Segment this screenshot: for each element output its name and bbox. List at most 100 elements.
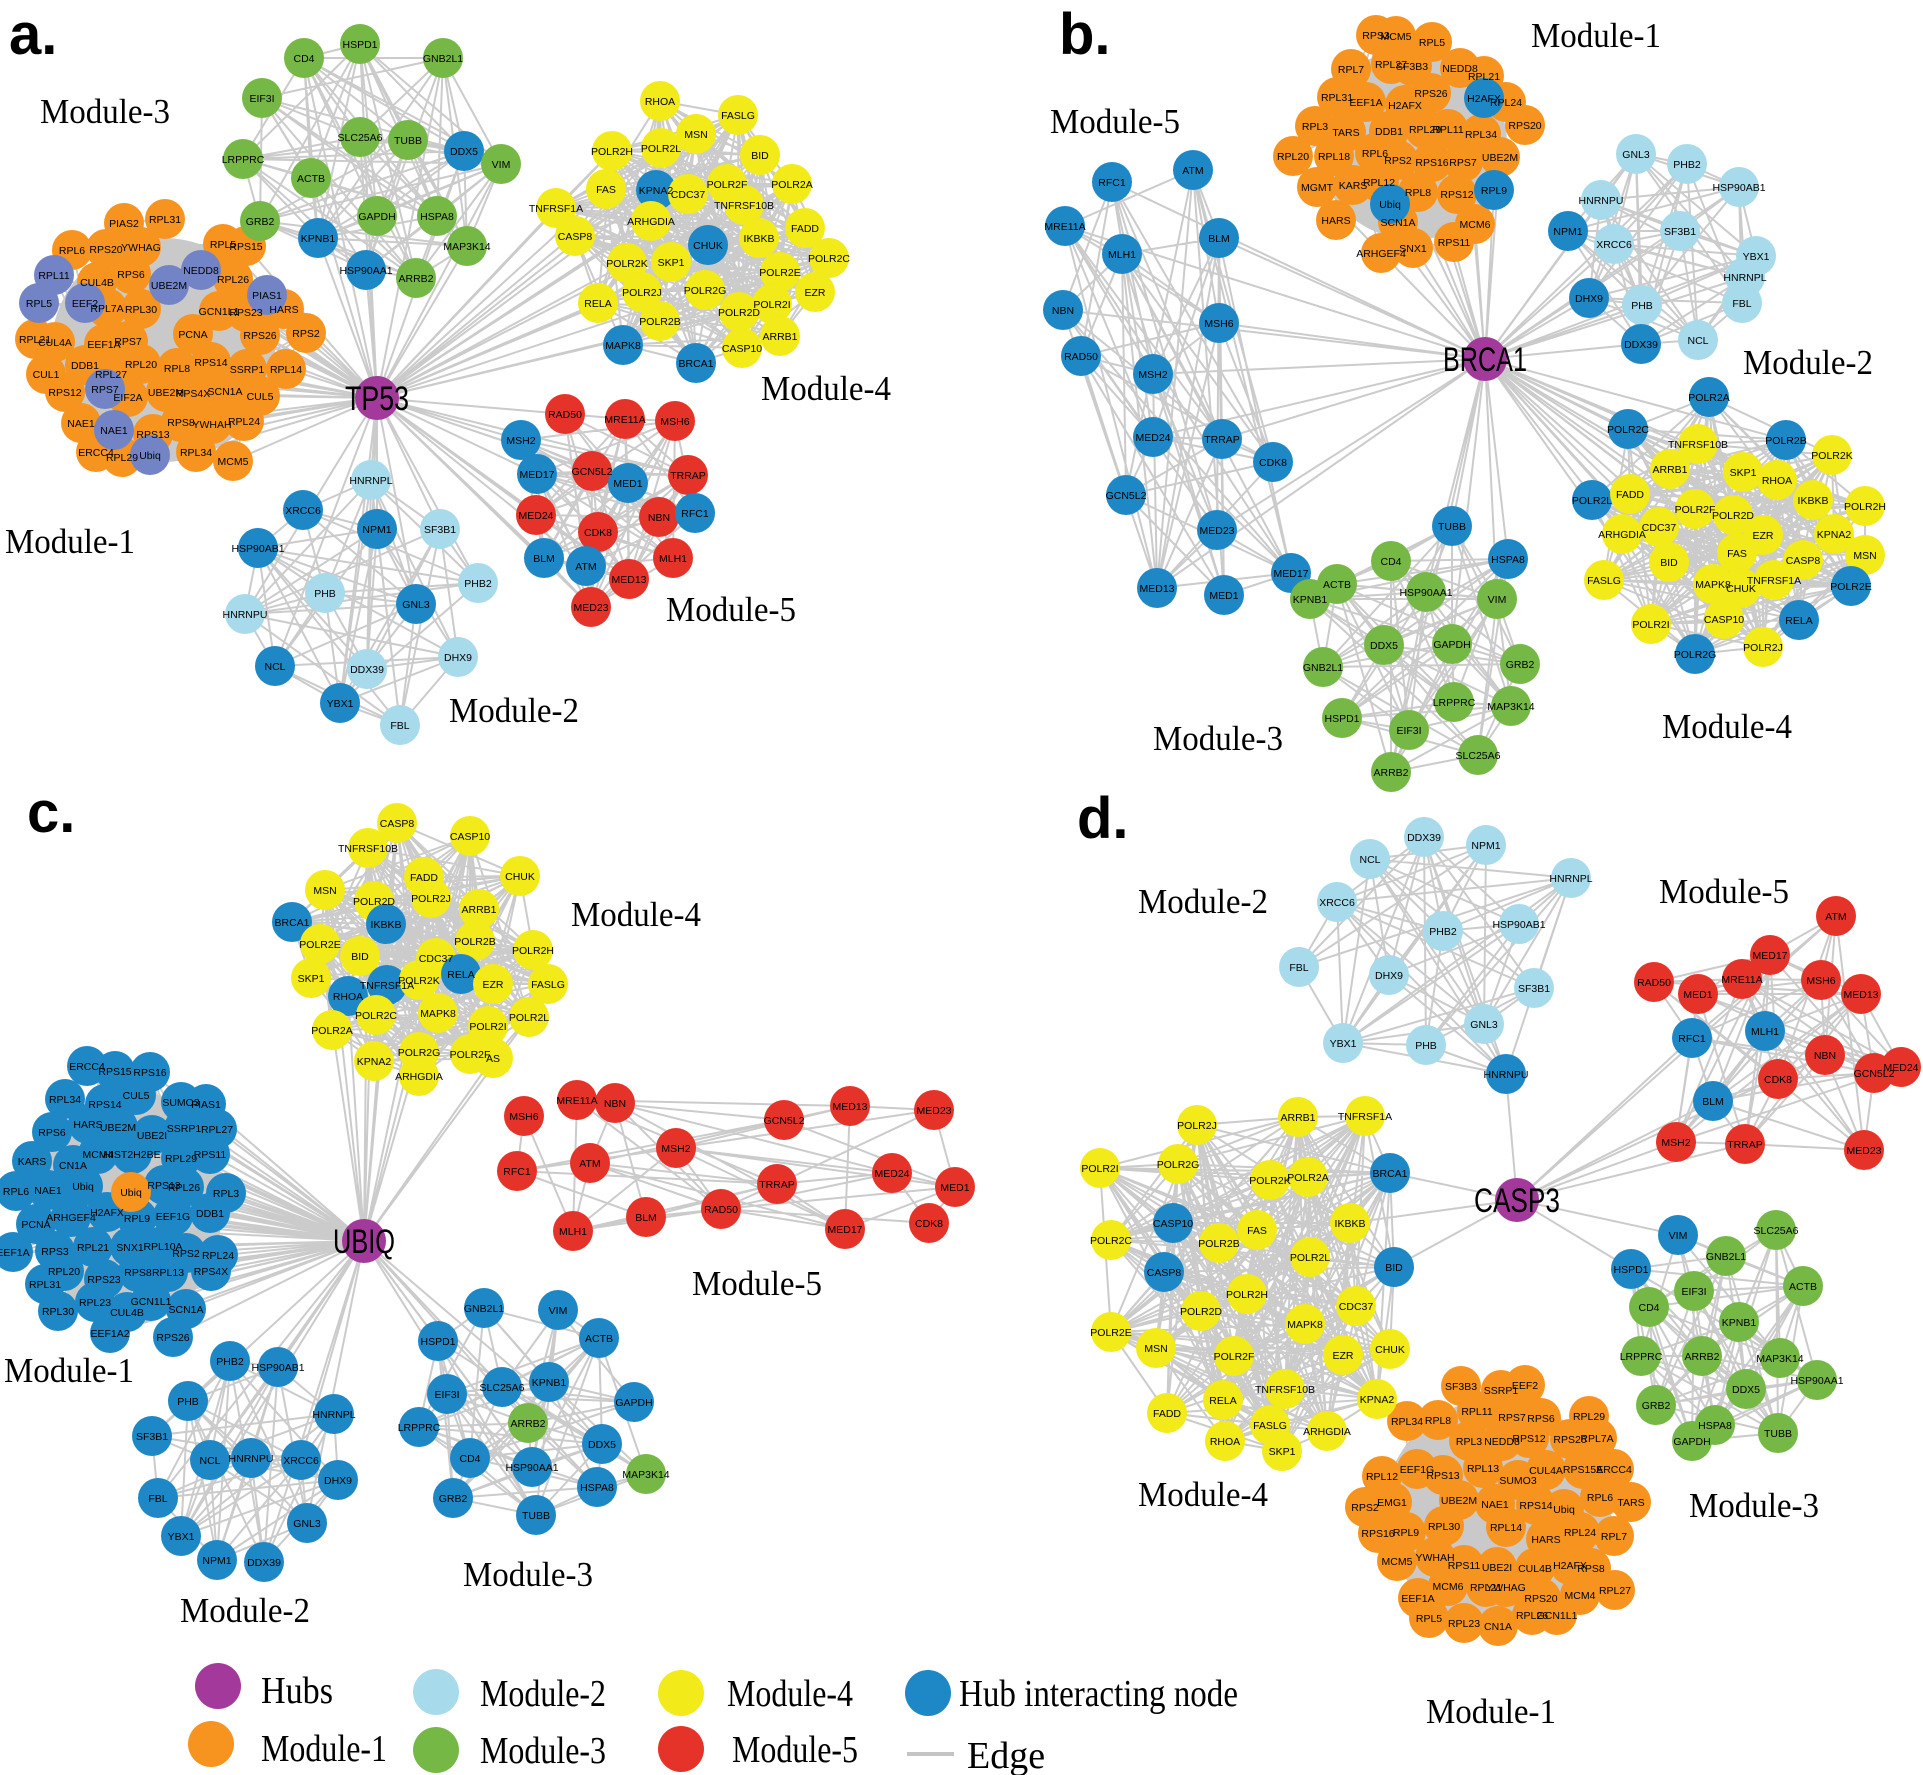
svg-text:GCN5L2: GCN5L2	[1854, 1068, 1895, 1080]
svg-text:CDC37: CDC37	[1642, 522, 1677, 534]
svg-text:Ubiq: Ubiq	[1553, 1504, 1575, 1516]
svg-text:POLR2G: POLR2G	[1674, 649, 1717, 661]
svg-text:GNL3: GNL3	[1470, 1019, 1498, 1031]
svg-text:TP53: TP53	[345, 380, 409, 418]
svg-text:MSN: MSN	[1853, 550, 1876, 562]
svg-text:CASP8: CASP8	[1786, 555, 1821, 567]
svg-text:RPL6: RPL6	[59, 245, 85, 257]
svg-text:NCL: NCL	[1359, 854, 1380, 866]
svg-text:EEF1A: EEF1A	[1349, 97, 1382, 109]
svg-text:PIAS2: PIAS2	[109, 218, 139, 230]
svg-text:RAD50: RAD50	[548, 409, 582, 421]
svg-text:MAP3K14: MAP3K14	[622, 1469, 669, 1481]
svg-text:Module-1: Module-1	[261, 1728, 387, 1770]
svg-text:DDX5: DDX5	[1732, 1384, 1760, 1396]
svg-text:RPL5: RPL5	[210, 239, 236, 251]
svg-text:DDB1: DDB1	[196, 1208, 224, 1220]
svg-text:SF3B1: SF3B1	[1664, 226, 1696, 238]
svg-text:HSP90AA1: HSP90AA1	[505, 1462, 558, 1474]
svg-text:POLR2D: POLR2D	[353, 896, 395, 908]
svg-text:RHOA: RHOA	[645, 96, 675, 108]
svg-text:ERCC4: ERCC4	[69, 1061, 105, 1073]
svg-text:Module-5: Module-5	[666, 590, 796, 629]
svg-text:ARRB2: ARRB2	[1684, 1351, 1719, 1363]
svg-text:FBL: FBL	[390, 720, 409, 732]
svg-text:MCM4: MCM4	[1565, 1590, 1596, 1602]
svg-text:NEDD8: NEDD8	[183, 265, 219, 277]
svg-text:RPL18: RPL18	[1318, 151, 1350, 163]
svg-text:RPL30: RPL30	[42, 1306, 74, 1318]
svg-text:RPL7: RPL7	[1338, 64, 1364, 76]
svg-text:CASP3: CASP3	[1474, 1182, 1560, 1220]
svg-text:FADD: FADD	[791, 223, 819, 235]
svg-text:CD4: CD4	[293, 53, 314, 65]
svg-text:RPL8: RPL8	[1425, 1415, 1451, 1427]
svg-text:RPL29: RPL29	[1409, 124, 1441, 136]
svg-text:MAP3K14: MAP3K14	[443, 241, 490, 253]
svg-text:GCN1L1: GCN1L1	[1537, 1610, 1578, 1622]
svg-text:DHX9: DHX9	[444, 652, 472, 664]
svg-text:RFC1: RFC1	[681, 508, 709, 520]
svg-text:RELA: RELA	[584, 298, 611, 310]
svg-text:Module-4: Module-4	[1662, 707, 1792, 746]
svg-text:MED1: MED1	[1209, 590, 1238, 602]
svg-text:HSPD1: HSPD1	[1613, 1264, 1648, 1276]
svg-text:SLC25A6: SLC25A6	[480, 1382, 525, 1394]
svg-text:EEF1A: EEF1A	[1401, 1593, 1434, 1605]
svg-text:LRPPRC: LRPPRC	[398, 1422, 441, 1434]
svg-text:SF3B1: SF3B1	[136, 1431, 168, 1443]
svg-text:YBX1: YBX1	[1330, 1038, 1357, 1050]
svg-text:UBE2I: UBE2I	[1482, 1562, 1512, 1574]
svg-text:GCN5L2: GCN5L2	[1106, 490, 1147, 502]
svg-text:YWHAH: YWHAH	[1415, 1552, 1454, 1564]
svg-text:RELA: RELA	[1785, 615, 1812, 627]
svg-text:RPS15A: RPS15A	[1563, 1464, 1603, 1476]
svg-text:RPL30: RPL30	[125, 304, 157, 316]
svg-text:MED13: MED13	[611, 574, 646, 586]
svg-text:POLR2K: POLR2K	[398, 975, 439, 987]
svg-text:MAPK8: MAPK8	[420, 1008, 456, 1020]
svg-text:MCM5: MCM5	[1381, 31, 1412, 43]
svg-text:HNRNPL: HNRNPL	[312, 1409, 355, 1421]
svg-text:CUL4B: CUL4B	[80, 277, 114, 289]
svg-text:POLR2E: POLR2E	[299, 939, 340, 951]
svg-text:EEF2: EEF2	[1512, 1380, 1538, 1392]
svg-text:MED17: MED17	[1752, 950, 1787, 962]
svg-text:BRCA1: BRCA1	[678, 358, 713, 370]
svg-text:Module-2: Module-2	[1743, 343, 1873, 382]
svg-text:HARS: HARS	[1531, 1534, 1560, 1546]
svg-text:RPS23: RPS23	[229, 307, 262, 319]
svg-text:RPL24: RPL24	[228, 416, 260, 428]
svg-text:RPL5: RPL5	[26, 298, 52, 310]
svg-text:RPL31: RPL31	[1321, 92, 1353, 104]
svg-text:HSP90AB1: HSP90AB1	[1712, 182, 1765, 194]
svg-text:RPL14: RPL14	[1490, 1522, 1522, 1534]
svg-text:HSPA8: HSPA8	[1491, 554, 1525, 566]
svg-text:HNRNPL: HNRNPL	[349, 475, 392, 487]
svg-text:DDX5: DDX5	[1370, 640, 1398, 652]
svg-text:DDX39: DDX39	[1624, 339, 1658, 351]
svg-text:RPL6: RPL6	[1362, 148, 1388, 160]
svg-text:POLR2D: POLR2D	[1712, 510, 1754, 522]
svg-text:b.: b.	[1059, 2, 1111, 67]
svg-text:RPS2: RPS2	[292, 328, 320, 340]
svg-text:PHB2: PHB2	[216, 1356, 244, 1368]
svg-text:KPNB1: KPNB1	[532, 1377, 567, 1389]
svg-text:RPS6: RPS6	[117, 269, 145, 281]
svg-text:MCM5: MCM5	[218, 456, 249, 468]
svg-text:RPL27: RPL27	[1375, 59, 1407, 71]
svg-text:RPS8: RPS8	[124, 1267, 152, 1279]
svg-text:NBN: NBN	[648, 512, 670, 524]
svg-text:RPS26: RPS26	[243, 330, 276, 342]
svg-text:HSP90AA1: HSP90AA1	[1790, 1375, 1843, 1387]
svg-text:SNX1: SNX1	[1399, 243, 1427, 255]
svg-text:FBL: FBL	[1732, 298, 1751, 310]
svg-text:POLR2K: POLR2K	[1811, 450, 1852, 462]
svg-text:POLR2B: POLR2B	[454, 936, 495, 948]
svg-text:DHX9: DHX9	[1375, 970, 1403, 982]
svg-text:RPL34: RPL34	[49, 1094, 81, 1106]
svg-text:TNFRSF1A: TNFRSF1A	[360, 980, 414, 992]
svg-text:RPS6: RPS6	[38, 1127, 66, 1139]
svg-text:MAPK8: MAPK8	[605, 340, 641, 352]
svg-text:RPS13: RPS13	[136, 429, 169, 441]
